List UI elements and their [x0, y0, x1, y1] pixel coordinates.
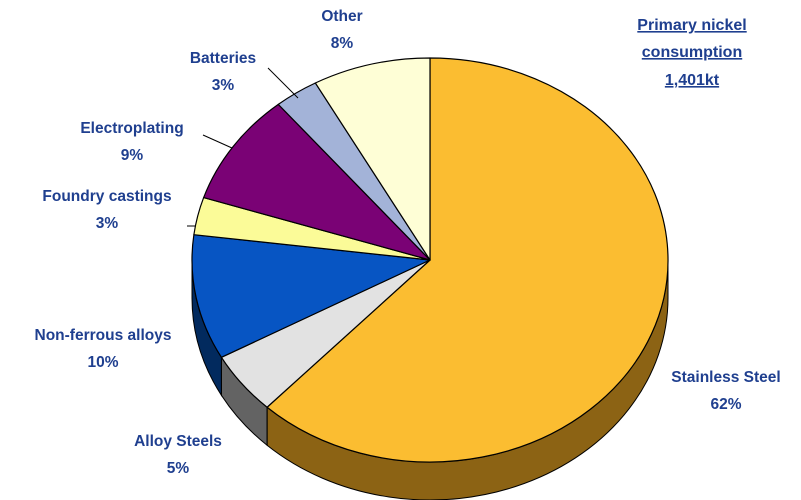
- slice-stainless-steel: [266, 57, 669, 463]
- pie-3d-sides: [191, 259, 669, 500]
- slice-label-electroplating: Electroplating: [80, 120, 183, 137]
- chart-title: Primary nickel consumption 1,401kt: [637, 17, 746, 89]
- slice-other: [314, 57, 431, 261]
- slice-value-batteries: 3%: [212, 77, 235, 94]
- slice-label-non-ferrous-alloys: Non-ferrous alloys: [35, 327, 172, 344]
- slice-value-non-ferrous-alloys: 10%: [87, 354, 118, 371]
- leader-line-electroplating: [202, 134, 233, 149]
- leader-line-batteries: [267, 67, 299, 99]
- slice-non-ferrous-alloys: [191, 234, 431, 358]
- slice-electroplating: [203, 103, 431, 261]
- pie-slices: [191, 57, 669, 463]
- slice-value-electroplating: 9%: [121, 147, 144, 164]
- title-line-3: 1,401kt: [665, 72, 720, 89]
- slice-label-foundry-castings: Foundry castings: [42, 188, 171, 205]
- slice-label-alloy-steels: Alloy Steels: [134, 433, 222, 450]
- slice-label-batteries: Batteries: [190, 50, 256, 67]
- title-line-2: consumption: [642, 44, 742, 61]
- slice-value-alloy-steels: 5%: [167, 460, 190, 477]
- slice-value-other: 8%: [331, 35, 354, 52]
- label-leader-lines: [187, 67, 299, 227]
- slice-value-stainless-steel: 62%: [710, 396, 741, 413]
- title-line-1: Primary nickel: [637, 17, 746, 34]
- slice-value-foundry-castings: 3%: [96, 215, 119, 232]
- slice-label-other: Other: [321, 8, 362, 25]
- slice-labels: Stainless Steel 62% Alloy Steels 5% Non-ferr…: [35, 8, 781, 477]
- slice-label-stainless-steel: Stainless Steel: [671, 369, 780, 386]
